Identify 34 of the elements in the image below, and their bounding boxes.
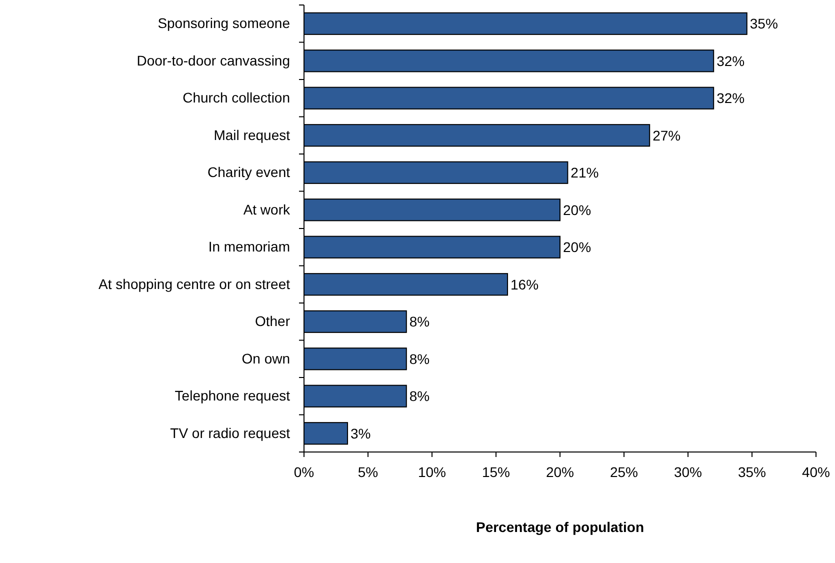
y-tick-label: At work (243, 201, 291, 218)
data-label: 35% (750, 16, 778, 32)
data-label: 8% (409, 350, 430, 367)
data-label: 3% (350, 425, 371, 442)
x-tick-label: 5% (358, 464, 378, 480)
y-tick-label: Sponsoring someone (158, 15, 290, 32)
y-tick-label: Other (254, 313, 290, 330)
data-label: 32% (716, 52, 745, 69)
y-tick-label: Telephone request (174, 388, 290, 404)
x-tick-label: 0% (294, 464, 314, 480)
x-tick-label: 40% (802, 464, 830, 480)
y-tick-label: Mail request (214, 126, 290, 143)
data-label: 32% (716, 90, 745, 106)
x-tick-label: 35% (738, 464, 766, 480)
y-tick-label: TV or radio request (170, 424, 290, 441)
data-label: 20% (563, 239, 592, 256)
data-label: 16% (510, 276, 539, 292)
x-tick-label: 10% (418, 464, 446, 480)
data-label: 27% (652, 127, 681, 144)
y-tick-label: Church collection (182, 90, 290, 106)
x-tick-label: 30% (674, 464, 702, 480)
y-tick-label: Charity event (208, 164, 290, 180)
x-tick-label: 25% (610, 464, 638, 480)
x-tick-label: 15% (482, 464, 510, 480)
y-tick-label: In memoriam (208, 238, 290, 255)
data-label: 8% (409, 314, 430, 330)
x-tick-label: 20% (546, 464, 574, 480)
y-tick-label: Door-to-door canvassing (136, 52, 290, 68)
y-tick-label: At shopping centre or on street (98, 276, 290, 292)
data-label: 8% (409, 388, 430, 404)
y-tick-label: On own (242, 350, 290, 366)
data-label: 20% (563, 202, 592, 218)
x-axis-title: Percentage of population (476, 519, 644, 535)
data-label: 21% (570, 164, 599, 181)
